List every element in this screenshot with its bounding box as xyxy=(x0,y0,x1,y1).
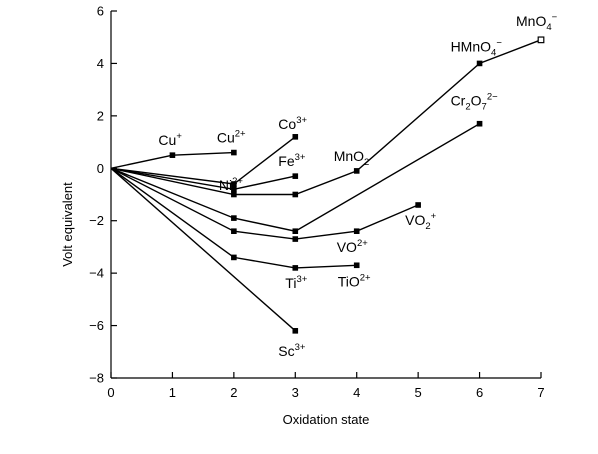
species-label: TiO2+ xyxy=(338,272,371,289)
series-line-6 xyxy=(110,167,419,240)
species-label: MnO4− xyxy=(516,12,558,33)
y-axis-title: Volt equivalent xyxy=(60,182,75,267)
data-point xyxy=(476,60,483,67)
species-label: Sc3+ xyxy=(278,342,306,359)
point-labels: Cu+ Cu2+ Co3+ Ni2+ Fe3+ MnO2 HMnO4− MnO4− Cr2O72… xyxy=(158,12,557,359)
data-point xyxy=(292,173,299,179)
data-point xyxy=(537,36,545,44)
series-line-7 xyxy=(110,167,357,269)
y-tick-label: −6 xyxy=(89,318,104,333)
x-tick-label: 3 xyxy=(292,385,299,400)
data-point xyxy=(292,191,299,198)
x-tick-label: 1 xyxy=(169,385,176,400)
species-label: Cu+ xyxy=(158,131,182,148)
data-point xyxy=(231,186,237,193)
data-point xyxy=(353,262,360,269)
species-label: Co3+ xyxy=(278,115,307,132)
species-label: VO2+ xyxy=(405,211,437,232)
x-axis-title: Oxidation state xyxy=(283,412,370,427)
y-tick-label: 4 xyxy=(97,56,104,71)
data-point xyxy=(292,228,299,234)
data-point xyxy=(353,168,360,174)
y-tick-label: −4 xyxy=(89,266,104,281)
data-point xyxy=(292,134,299,140)
series-line-4 xyxy=(110,39,542,196)
species-label: Ni2+ xyxy=(219,176,244,193)
data-point xyxy=(292,265,299,271)
data-point xyxy=(231,254,237,261)
axes: 0 1 2 3 4 5 6 7 −8 −6 −4 −2 0 2 4 6 xyxy=(89,4,544,401)
data-point xyxy=(231,215,237,221)
data-point xyxy=(292,236,299,242)
species-label: VO2+ xyxy=(337,238,369,255)
y-tick-label: −8 xyxy=(89,371,104,386)
data-point xyxy=(231,191,237,198)
data-point xyxy=(476,120,483,127)
data-point xyxy=(231,228,237,234)
x-tick-label: 4 xyxy=(353,385,360,400)
species-label: Fe3+ xyxy=(278,152,306,169)
y-tick-label: 6 xyxy=(97,4,104,19)
species-label: HMnO4− xyxy=(451,37,503,58)
species-label: Cu2+ xyxy=(217,129,246,146)
data-point xyxy=(231,181,237,187)
y-tick-label: 2 xyxy=(97,108,104,123)
species-label: Ti3+ xyxy=(285,274,307,291)
x-tick-label: 7 xyxy=(537,385,544,400)
series-line-8 xyxy=(110,167,296,332)
series-line-5 xyxy=(110,123,480,232)
data-point xyxy=(169,152,176,158)
x-tick-label: 0 xyxy=(107,385,114,400)
data-point xyxy=(292,328,299,334)
data-point xyxy=(353,228,360,234)
series-line-2 xyxy=(110,136,296,185)
y-tick-label: 0 xyxy=(97,161,104,176)
x-tick-label: 5 xyxy=(415,385,422,400)
species-label: MnO2 xyxy=(334,148,370,168)
series-layer xyxy=(110,36,545,334)
data-point xyxy=(231,149,237,156)
species-label: Cr2O72− xyxy=(451,92,499,113)
x-tick-label: 2 xyxy=(230,385,237,400)
x-tick-label: 6 xyxy=(476,385,483,400)
data-point xyxy=(415,202,421,208)
y-tick-label: −2 xyxy=(89,213,104,228)
